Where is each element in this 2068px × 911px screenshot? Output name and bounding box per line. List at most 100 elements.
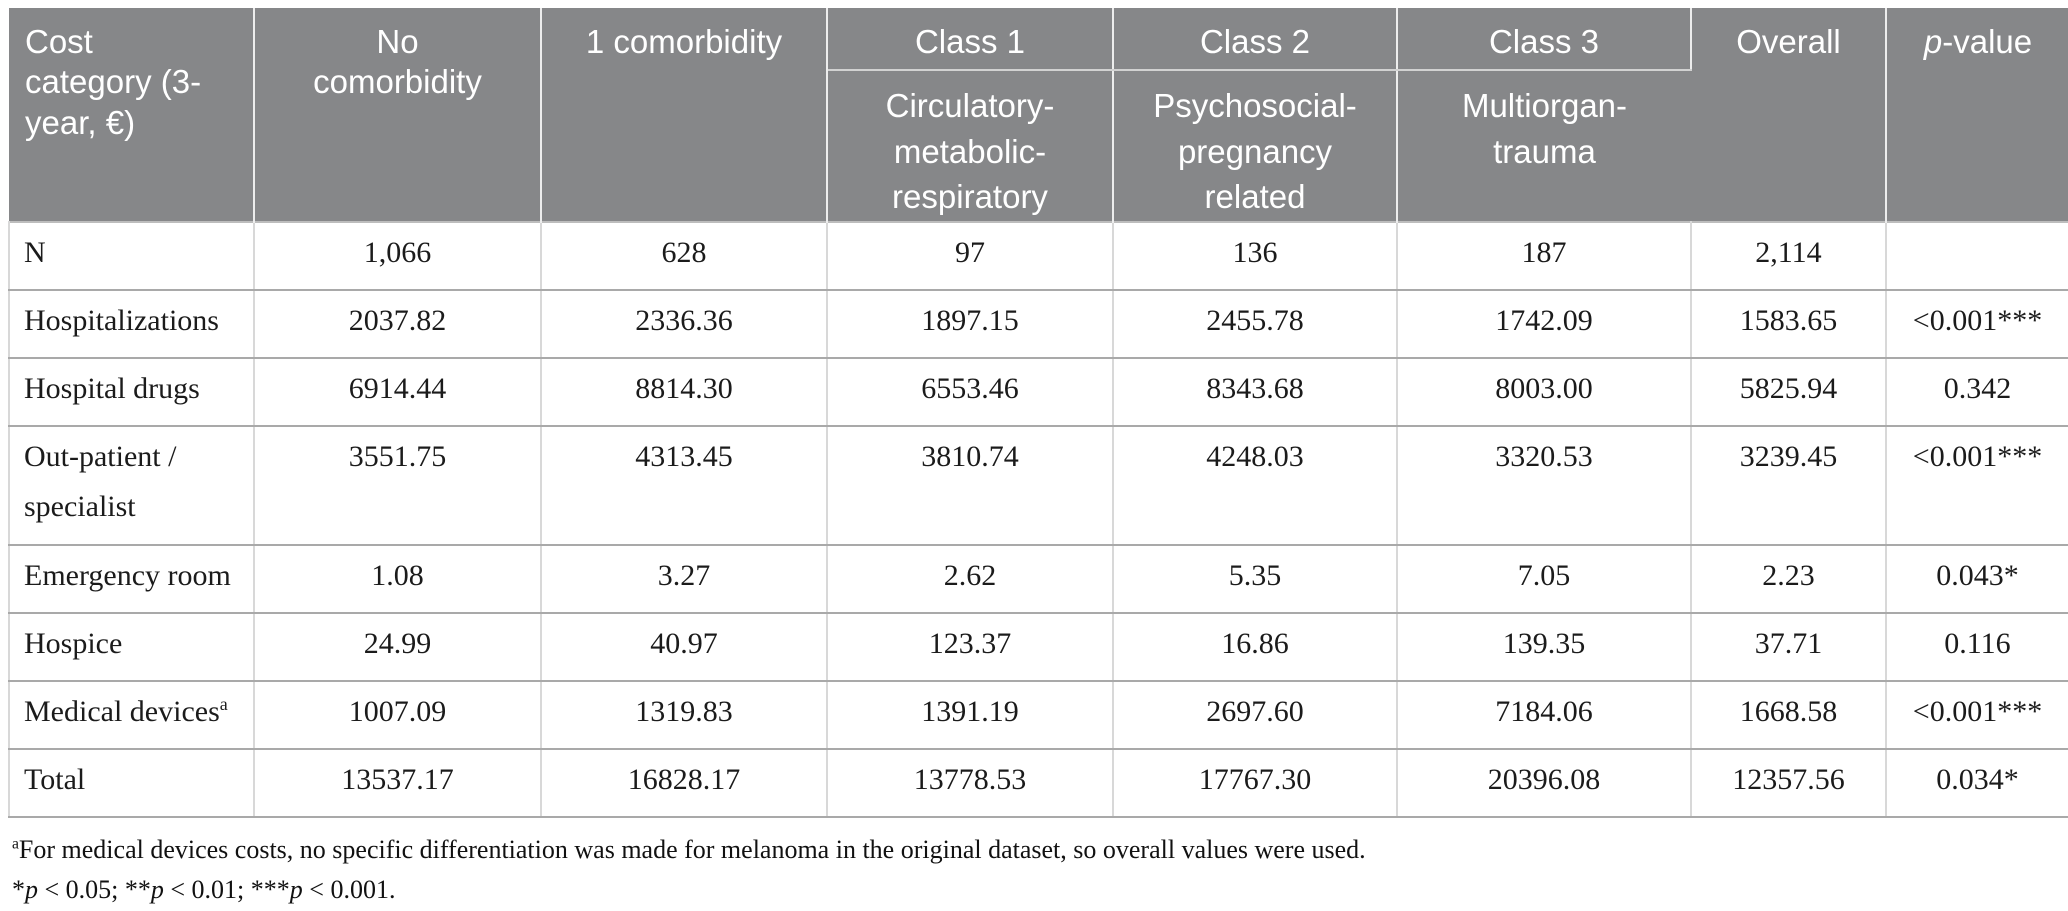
value-cell: 97 [827,221,1114,291]
header-row-top: Cost category (3-year, €) No comorbidity… [9,8,2068,222]
header-cost-category-label: Cost category (3-year, €) [25,23,202,141]
value-cell: 139.35 [1397,613,1692,682]
header-row-subtitles: Circulatory-metabolic-respiratory Psycho… [9,70,2068,222]
value-cell: 8814.30 [541,358,828,427]
header-one-comorbidity: 1 comorbidity [541,8,828,222]
value-cell: 4248.03 [1113,426,1398,546]
pvalue-cell: 0.034* [1886,749,2068,818]
table-row-emergency-room: Emergency room 1.08 3.27 2.62 5.35 7.05 … [8,545,2068,614]
header-pvalue-p: p [1923,23,1943,60]
p-italic: p [25,875,38,905]
value-cell: 187 [1397,221,1692,291]
header-class2-title: Class 2 [1113,8,1398,71]
header-overall: Overall [1691,8,1887,222]
value-cell: 2697.60 [1113,681,1398,750]
value-cell: 1319.83 [541,681,828,750]
table-row-outpatient-specialist: Out-patient / specialist 3551.75 4313.45… [8,426,2068,546]
table-header: Cost category (3-year, €) No comorbidity… [9,8,2068,222]
value-cell: 2.23 [1691,545,1887,614]
table-row-total: Total 13537.17 16828.17 13778.53 17767.3… [8,749,2068,818]
value-cell: 24.99 [254,613,542,682]
pvalue-cell: <0.001*** [1886,290,2068,359]
value-cell: 5.35 [1113,545,1398,614]
value-cell: 13778.53 [827,749,1114,818]
value-cell: 1391.19 [827,681,1114,750]
pvalue-cell: 0.342 [1886,358,2068,427]
row-label: Total [8,749,255,818]
footnote-superscript-a: a [12,835,19,853]
row-label: Out-patient / specialist [8,426,255,546]
value-cell: 13537.17 [254,749,542,818]
value-cell: 1668.58 [1691,681,1887,750]
value-cell: 3810.74 [827,426,1114,546]
value-cell: 8343.68 [1113,358,1398,427]
value-cell: 1897.15 [827,290,1114,359]
footnotes: aFor medical devices costs, no specific … [12,830,2068,911]
value-cell: 16828.17 [541,749,828,818]
value-cell: 40.97 [541,613,828,682]
value-cell: 1007.09 [254,681,542,750]
row-label: Hospital drugs [8,358,255,427]
value-cell: 4313.45 [541,426,828,546]
value-cell: 20396.08 [1397,749,1692,818]
table-row-hospitalizations: Hospitalizations 2037.82 2336.36 1897.15… [8,290,2068,359]
table-row-n: N 1,066 628 97 136 187 2,114 [8,221,2068,291]
value-cell: 7184.06 [1397,681,1692,750]
row-label: Hospice [8,613,255,682]
header-class3-subtitle: Multiorgan-trauma [1397,70,1691,222]
header-no-comorbidity-label: No comorbidity [313,23,482,101]
value-cell: 3551.75 [254,426,542,546]
value-cell: 3.27 [541,545,828,614]
value-cell: 8003.00 [1397,358,1692,427]
pvalue-cell: 0.116 [1886,613,2068,682]
value-cell: 3320.53 [1397,426,1692,546]
value-cell: 7.05 [1397,545,1692,614]
pvalue-cell [1886,221,2068,291]
value-cell: 1,066 [254,221,542,291]
footnote-a-text: For medical devices costs, no specific d… [18,835,1366,864]
row-label: Hospitalizations [8,290,255,359]
table-row-hospice: Hospice 24.99 40.97 123.37 16.86 139.35 … [8,613,2068,682]
header-pvalue: p-value [1886,8,2068,222]
value-cell: 12357.56 [1691,749,1887,818]
header-no-comorbidity: No comorbidity [254,8,542,222]
pvalue-cell: 0.043* [1886,545,2068,614]
row-label: Medical devicesa [8,681,255,750]
header-cost-category: Cost category (3-year, €) [9,8,255,222]
p-italic: p [289,875,303,905]
value-cell: 16.86 [1113,613,1398,682]
header-class1-title: Class 1 [827,8,1114,71]
footnote-medical-devices: aFor medical devices costs, no specific … [12,830,2068,870]
row-label: N [8,221,255,291]
label-superscript: a [219,694,228,714]
pvalue-cell: <0.001*** [1886,426,2068,546]
row-label: Emergency room [8,545,255,614]
header-class1-subtitle: Circulatory-metabolic-respiratory [827,70,1114,222]
value-cell: 136 [1113,221,1398,291]
value-cell: 123.37 [827,613,1114,682]
value-cell: 37.71 [1691,613,1887,682]
value-cell: 6914.44 [254,358,542,427]
value-cell: 1583.65 [1691,290,1887,359]
header-pvalue-rest: -value [1942,23,2033,60]
value-cell: 2455.78 [1113,290,1398,359]
table-body: N 1,066 628 97 136 187 2,114 Hospitaliza… [8,221,2068,818]
footnote-significance: *p < 0.05; **p < 0.01; ***p < 0.001. [12,875,396,905]
value-cell: 2037.82 [254,290,542,359]
value-cell: 1742.09 [1397,290,1692,359]
value-cell: 17767.30 [1113,749,1398,818]
table-row-medical-devices: Medical devicesa 1007.09 1319.83 1391.19… [8,681,2068,750]
value-cell: 2,114 [1691,221,1887,291]
value-cell: 6553.46 [827,358,1114,427]
cost-table: Cost category (3-year, €) No comorbidity… [8,8,2068,818]
value-cell: 3239.45 [1691,426,1887,546]
value-cell: 1.08 [254,545,542,614]
value-cell: 2336.36 [541,290,828,359]
header-class2-subtitle: Psychosocial-pregnancy related [1113,70,1398,222]
header-class3-title: Class 3 [1397,8,1692,71]
value-cell: 5825.94 [1691,358,1887,427]
table-row-hospital-drugs: Hospital drugs 6914.44 8814.30 6553.46 8… [8,358,2068,427]
p-italic: p [150,875,164,905]
value-cell: 628 [541,221,828,291]
